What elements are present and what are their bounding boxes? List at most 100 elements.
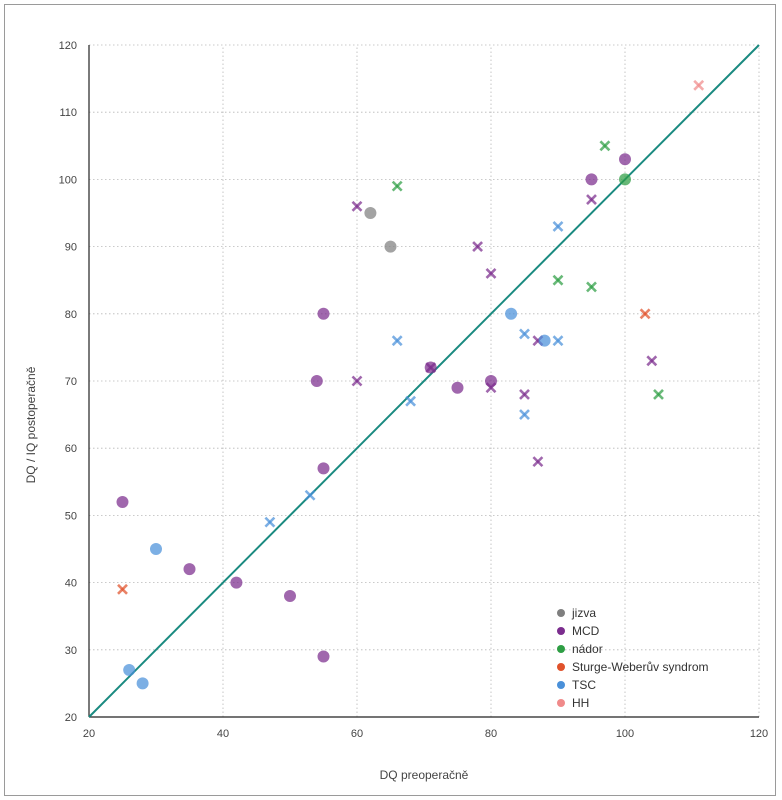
point-circle-jizva [384, 240, 397, 253]
cross-stroke [586, 281, 597, 293]
y-tick-label: 50 [65, 510, 77, 522]
cross-stroke [586, 194, 597, 205]
point-cross-n-dor [653, 389, 664, 400]
point-circle-tsc [136, 677, 149, 690]
point-cross-sturge-weber-v-syndrom [117, 583, 128, 595]
cross-stroke [519, 328, 530, 340]
point-cross-mcd [472, 241, 484, 253]
point-circle-mcd [451, 381, 464, 394]
cross-stroke [485, 382, 497, 394]
point-circle-mcd [317, 307, 330, 320]
y-tick-label: 70 [65, 376, 77, 388]
y-tick-label: 60 [65, 443, 77, 455]
y-axis-title: DQ / IQ postoperačně [24, 366, 38, 483]
point-cross-mcd [519, 389, 530, 400]
point-circle-jizva [364, 207, 377, 219]
point-circle-mcd [310, 375, 323, 387]
x-tick-label: 60 [351, 728, 363, 740]
axes [88, 45, 759, 718]
point-cross-mcd [586, 194, 597, 205]
x-tick-label: 100 [616, 728, 634, 740]
cross-stroke [599, 140, 611, 152]
cross-stroke [519, 409, 530, 421]
legend-marker [557, 681, 565, 689]
cross-stroke [351, 200, 363, 212]
point-circle-mcd [619, 153, 631, 166]
point-cross-mcd [485, 382, 497, 394]
y-tick-label: 110 [59, 107, 77, 119]
point-cross-mcd [485, 268, 497, 279]
cross-stroke [653, 389, 664, 400]
point-circle-mcd [585, 173, 598, 186]
cross-stroke [391, 335, 403, 347]
y-tick-label: 80 [65, 309, 77, 321]
reference-line [88, 44, 760, 718]
cross-stroke [472, 241, 484, 253]
x-tick-label: 80 [485, 728, 497, 740]
cross-stroke [693, 79, 705, 91]
scatter-chart: 20 40 60 80 100 1202030405060708090100110120 … [24, 40, 769, 782]
cross-stroke [264, 516, 276, 528]
point-cross-tsc [519, 409, 530, 421]
point-cross-n-dor [391, 180, 403, 192]
point-cross-tsc [304, 489, 316, 501]
y-tick-label: 120 [59, 40, 77, 52]
point-circle-mcd [317, 462, 330, 475]
point-circle-n-dor [619, 173, 631, 186]
cross-stroke [425, 362, 437, 373]
x-tick-label: 40 [217, 728, 229, 740]
cross-stroke [519, 389, 530, 400]
point-circle-tsc [150, 543, 162, 555]
point-cross-tsc [405, 395, 417, 407]
cross-stroke [552, 335, 564, 347]
legend-label: jizva [571, 606, 596, 620]
cross-stroke [639, 308, 651, 320]
point-cross-n-dor [552, 274, 564, 286]
legend-label: MCD [572, 624, 600, 638]
point-circle-tsc [123, 663, 136, 676]
legend: jizva MCD nádor Sturge-Weberův syndrom TSC HH [557, 606, 709, 710]
cross-stroke [552, 274, 564, 286]
point-circle-mcd [116, 495, 129, 508]
cross-stroke [532, 456, 544, 468]
legend-label: Sturge-Weberův syndrom [572, 660, 709, 674]
legend-marker [557, 627, 565, 635]
y-tick-label: 100 [59, 174, 77, 186]
point-cross-hh [693, 79, 705, 91]
y-tick-label: 30 [65, 645, 77, 657]
y-tick-label: 40 [65, 578, 77, 590]
x-axis-title: DQ preoperačně [380, 768, 469, 782]
point-circle-mcd [183, 563, 196, 576]
cross-stroke [485, 268, 497, 279]
point-circle-mcd [230, 576, 243, 589]
point-circle-tsc [505, 307, 518, 320]
point-circle-tsc [538, 334, 551, 347]
point-cross-tsc [552, 335, 564, 347]
point-cross-sturge-weber-v-syndrom [639, 308, 651, 320]
cross-stroke [117, 583, 128, 595]
x-tick-label: 20 [83, 728, 95, 740]
point-cross-n-dor [586, 281, 597, 293]
point-cross-tsc [552, 221, 564, 232]
point-cross-n-dor [599, 140, 611, 152]
x-tick-label: 120 [750, 728, 768, 740]
cross-stroke [304, 489, 316, 501]
identity-line [88, 44, 760, 718]
point-cross-mcd [425, 362, 437, 373]
cross-stroke [391, 180, 403, 192]
point-cross-tsc [519, 328, 530, 340]
legend-marker [557, 663, 565, 671]
y-tick-label: 20 [65, 712, 77, 724]
legend-label: nádor [572, 642, 603, 656]
legend-marker [557, 609, 565, 617]
point-cross-mcd [351, 375, 363, 387]
data-points [116, 79, 705, 690]
point-cross-tsc [391, 335, 403, 347]
tick-labels: 20 40 60 80 100 120 20 30 40 50 60 70 80 90 100 110 120 [59, 40, 769, 740]
cross-stroke [351, 375, 363, 387]
point-cross-tsc [264, 516, 276, 528]
legend-marker [557, 699, 565, 707]
point-circle-mcd [317, 650, 330, 663]
y-tick-label: 90 [65, 242, 77, 254]
point-cross-mcd [532, 456, 544, 468]
